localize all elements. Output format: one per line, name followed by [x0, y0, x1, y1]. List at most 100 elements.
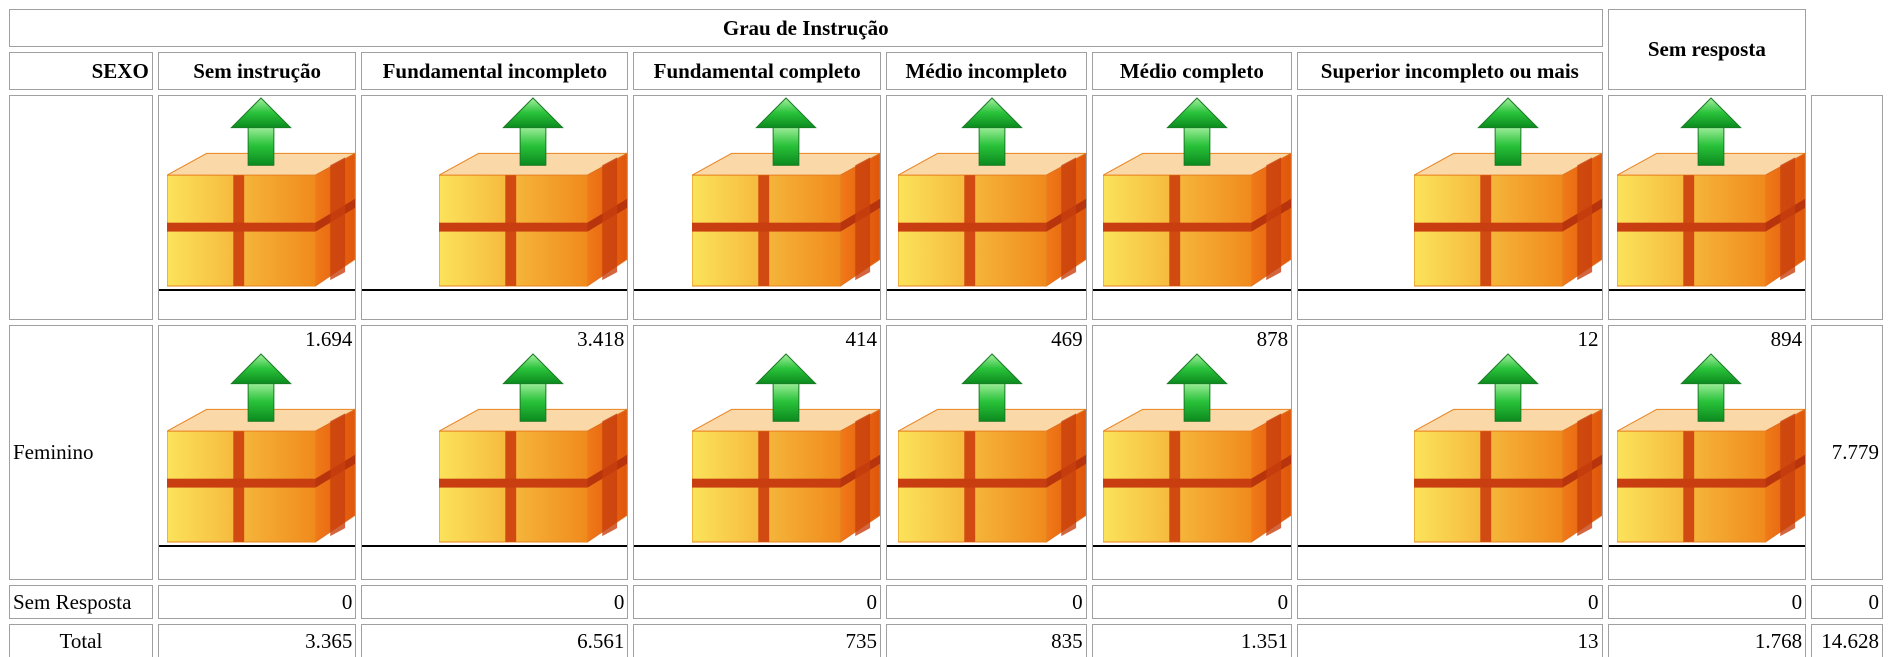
value: 12: [1298, 326, 1601, 352]
value-cell: 0: [361, 585, 628, 619]
value-cell: 0: [1092, 585, 1293, 619]
box-icon: [692, 96, 880, 289]
empty-total: [1811, 95, 1883, 320]
icon: [362, 352, 627, 545]
empty-label: [9, 95, 153, 320]
icon: [159, 352, 356, 545]
icon: [634, 352, 880, 545]
value-cell: 12: [1297, 325, 1602, 580]
box-icon: [1103, 352, 1291, 545]
row-label: Sem Resposta: [9, 585, 153, 619]
icon-cell: [158, 95, 357, 320]
value: 894: [1609, 326, 1806, 352]
baseline: [887, 289, 1086, 319]
icon: [362, 96, 627, 289]
icon: [1298, 96, 1601, 289]
box-icon: [898, 96, 1086, 289]
icon-cell: [361, 95, 628, 320]
icon-cell: [1092, 95, 1293, 320]
value: 414: [634, 326, 880, 352]
value-cell: 735: [633, 624, 881, 657]
baseline: [159, 545, 356, 575]
icon: [887, 352, 1086, 545]
icon: [159, 96, 356, 289]
box-icon: [692, 352, 880, 545]
value-cell: 3.365: [158, 624, 357, 657]
value: 3.418: [362, 326, 627, 352]
column-header: Médio completo: [1092, 52, 1293, 90]
baseline: [1298, 289, 1601, 319]
icon-cell: [1608, 95, 1807, 320]
value-cell: 1.694: [158, 325, 357, 580]
value: 1.694: [159, 326, 356, 352]
value: 469: [887, 326, 1086, 352]
column-header: Superior incompleto ou mais: [1297, 52, 1602, 90]
baseline: [1093, 545, 1292, 575]
value-cell: 0: [633, 585, 881, 619]
box-icon: [1414, 96, 1602, 289]
baseline: [634, 545, 880, 575]
box-icon: [439, 96, 627, 289]
baseline: [362, 289, 627, 319]
value-cell: 469: [886, 325, 1087, 580]
no-answer-cell: 1.768: [1608, 624, 1807, 657]
icon: [887, 96, 1086, 289]
column-header: Fundamental completo: [633, 52, 881, 90]
no-answer-cell: 0: [1608, 585, 1807, 619]
value-cell: 0: [158, 585, 357, 619]
baseline: [159, 289, 356, 319]
value-cell: 414: [633, 325, 881, 580]
icon-cell: [886, 95, 1087, 320]
box-icon: [898, 352, 1086, 545]
box-icon: [1617, 352, 1805, 545]
icon: [1093, 96, 1292, 289]
sex-header: SEXO: [9, 52, 153, 90]
no-answer-header: Sem resposta: [1608, 9, 1807, 90]
baseline: [887, 545, 1086, 575]
row-label: Feminino: [9, 325, 153, 580]
box-icon: [167, 96, 355, 289]
value-cell: 13: [1297, 624, 1602, 657]
icon: [1609, 352, 1806, 545]
box-icon: [1414, 352, 1602, 545]
icon-row: [9, 95, 1883, 320]
value-cell: 6.561: [361, 624, 628, 657]
box-icon: [167, 352, 355, 545]
value-cell: 3.418: [361, 325, 628, 580]
no-answer-cell: 894: [1608, 325, 1807, 580]
value-cell: 835: [886, 624, 1087, 657]
column-header: Sem instrução: [158, 52, 357, 90]
total-cell: 0: [1811, 585, 1883, 619]
value-cell: 0: [886, 585, 1087, 619]
baseline: [1298, 545, 1601, 575]
group-title: Grau de Instrução: [9, 9, 1603, 47]
column-header: Médio incompleto: [886, 52, 1087, 90]
page: Grau de Instrução Sem resposta SEXO Sem …: [0, 4, 1888, 657]
box-icon: [1617, 96, 1805, 289]
blank: [1811, 9, 1883, 90]
row-label: Total: [9, 624, 153, 657]
baseline: [362, 545, 627, 575]
icon: [1298, 352, 1601, 545]
value-cell: 878: [1092, 325, 1293, 580]
icon: [1609, 96, 1806, 289]
icon-cell: [1297, 95, 1602, 320]
baseline: [1609, 545, 1806, 575]
value: 878: [1093, 326, 1292, 352]
total-cell: 14.628: [1811, 624, 1883, 657]
value-cell: 0: [1297, 585, 1602, 619]
header-row: Grau de Instrução Sem resposta: [9, 9, 1883, 47]
total-cell: 7.779: [1811, 325, 1883, 580]
data-table: Grau de Instrução Sem resposta SEXO Sem …: [4, 4, 1888, 657]
column-header: Fundamental incompleto: [361, 52, 628, 90]
baseline: [634, 289, 880, 319]
baseline: [1609, 289, 1806, 319]
icon: [1093, 352, 1292, 545]
box-icon: [1103, 96, 1291, 289]
icon: [634, 96, 880, 289]
value-cell: 1.351: [1092, 624, 1293, 657]
